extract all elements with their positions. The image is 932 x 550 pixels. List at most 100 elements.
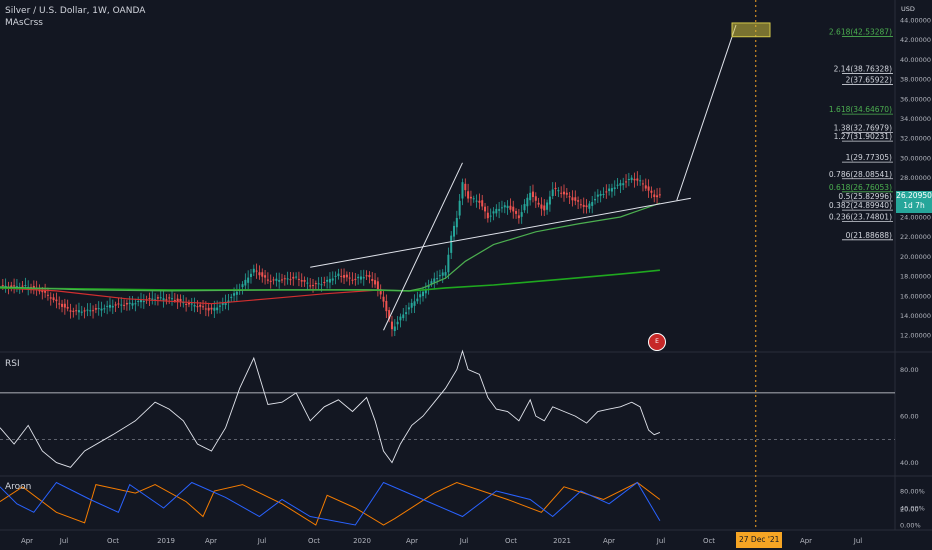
candle-body xyxy=(247,277,250,283)
candle-body xyxy=(190,303,193,305)
price-tick-label: 36.00000 xyxy=(900,95,931,103)
candle-body xyxy=(602,193,605,195)
candle-body xyxy=(131,303,134,306)
candle-body xyxy=(531,191,534,198)
time-tick-label: Jul xyxy=(459,537,469,545)
candle-body xyxy=(441,272,444,276)
candle-body xyxy=(405,312,408,315)
candle-body xyxy=(100,308,103,311)
candle-body xyxy=(413,301,416,306)
price-tick-label: 24.00000 xyxy=(900,214,931,222)
candle-body xyxy=(317,283,320,285)
rsi-tick-label: 40.00 xyxy=(900,459,919,467)
candle-body xyxy=(49,297,52,299)
candle-body xyxy=(61,303,64,307)
candle-body xyxy=(340,275,343,277)
time-tick-label: Jul xyxy=(257,537,267,545)
candle-body xyxy=(430,281,433,284)
candle-body xyxy=(193,305,196,307)
rsi-pane-label[interactable]: RSI xyxy=(5,359,20,369)
bar-countdown: 1d 7h xyxy=(903,201,925,210)
candle-body xyxy=(658,194,661,196)
candle-body xyxy=(565,192,568,195)
indicator-label[interactable]: MAsCrss xyxy=(5,18,43,28)
candle-body xyxy=(382,296,385,302)
time-tick-label: Oct xyxy=(107,537,119,545)
candle-body xyxy=(588,203,591,209)
candle-body xyxy=(55,299,58,302)
candle-body xyxy=(75,310,78,312)
aroon-pane-label[interactable]: Aroon xyxy=(5,482,32,492)
event-flag-icon[interactable]: E xyxy=(648,333,666,351)
candle-body xyxy=(526,197,529,207)
candle-body xyxy=(187,302,190,305)
candle-body xyxy=(515,211,518,214)
price-tick-label: 42.00000 xyxy=(900,36,931,44)
symbol-title[interactable]: Silver / U.S. Dollar, 1W, OANDA xyxy=(5,6,146,16)
candle-body xyxy=(337,273,340,277)
candle-body xyxy=(622,183,625,186)
fib-level-label: 2(37.65922) xyxy=(846,75,892,84)
candle-body xyxy=(235,291,238,295)
candle-body xyxy=(345,274,348,278)
candle-body xyxy=(433,278,436,283)
candle-body xyxy=(106,305,109,307)
candle-body xyxy=(560,192,563,194)
time-tick-label: Jul xyxy=(656,537,666,545)
candle-body xyxy=(179,298,182,302)
candle-body xyxy=(41,289,44,293)
candle-body xyxy=(568,196,571,198)
candle-body xyxy=(534,196,537,201)
rsi-line xyxy=(0,349,661,468)
price-tick-label: 16.00000 xyxy=(900,292,931,300)
candle-body xyxy=(613,187,616,189)
candle-body xyxy=(38,290,41,292)
candle-body xyxy=(241,284,244,288)
candle-body xyxy=(357,276,360,279)
candle-body xyxy=(509,205,512,210)
aroon-tick-label: 80.00% xyxy=(900,488,925,496)
candle-body xyxy=(224,301,227,306)
fib-level-label: 1.38(32.76979) xyxy=(834,124,892,133)
time-tick-label: Apr xyxy=(205,537,217,545)
candle-body xyxy=(156,297,159,299)
fib-level-label: 0(21.88688) xyxy=(846,231,892,240)
candle-body xyxy=(436,278,439,280)
candle-body xyxy=(134,303,137,305)
candle-body xyxy=(331,278,334,281)
candle-body xyxy=(21,285,24,287)
candle-body xyxy=(407,307,410,310)
candle-body xyxy=(481,200,484,207)
candle-body xyxy=(1,285,4,287)
candle-body xyxy=(577,200,580,202)
fib-level-label: 1(29.77305) xyxy=(846,153,892,162)
candle-body xyxy=(464,183,467,191)
candle-body xyxy=(204,308,207,310)
candle-body xyxy=(450,235,453,253)
projection-line xyxy=(676,24,737,201)
candle-body xyxy=(233,293,236,296)
candle-body xyxy=(326,279,329,282)
aroon-tick-label: 40.00% xyxy=(900,505,925,513)
candle-body xyxy=(154,299,157,301)
candle-body xyxy=(306,282,309,284)
candle-body xyxy=(551,189,554,197)
candle-body xyxy=(475,200,478,202)
candle-body xyxy=(486,212,489,219)
candle-body xyxy=(500,207,503,209)
candle-body xyxy=(444,272,447,276)
candle-body xyxy=(137,300,140,302)
candle-body xyxy=(461,182,464,199)
candle-body xyxy=(46,294,49,296)
candle-body xyxy=(269,280,272,282)
time-tick-label: 2019 xyxy=(157,537,175,545)
price-tick-label: 30.00000 xyxy=(900,154,931,162)
price-axis-unit: USD xyxy=(901,5,915,13)
time-tick-label: Apr xyxy=(21,537,33,545)
candle-body xyxy=(424,289,427,294)
candle-body xyxy=(165,299,168,301)
candle-body xyxy=(289,279,292,281)
candle-body xyxy=(58,303,61,305)
